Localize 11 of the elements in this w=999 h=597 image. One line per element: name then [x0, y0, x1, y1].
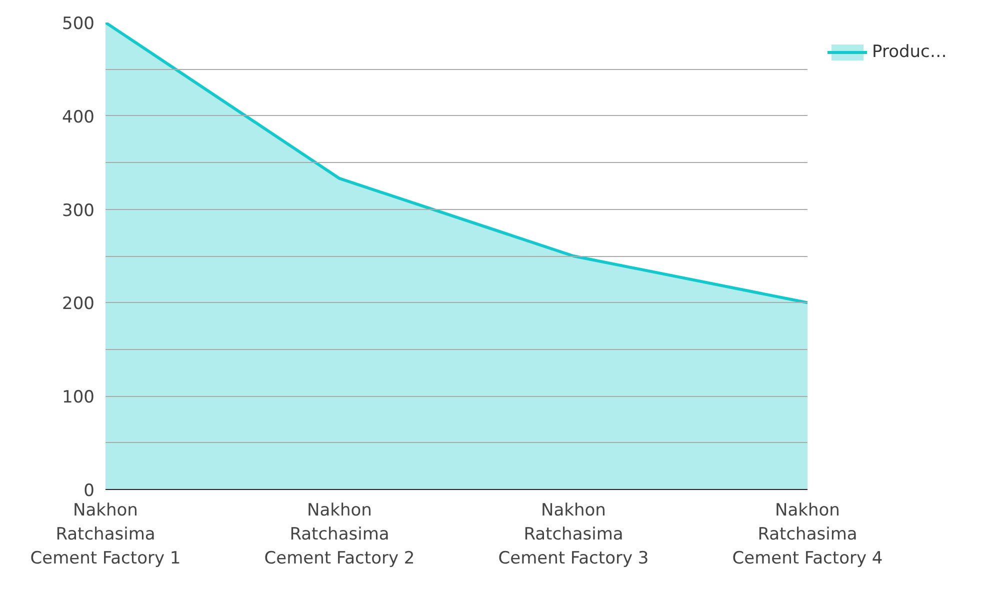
x-tick-label: Nakhon Ratchasima Cement Factory 3 [498, 500, 649, 568]
x-tick-label: Nakhon Ratchasima Cement Factory 2 [264, 500, 415, 568]
y-tick-label: 400 [62, 107, 95, 128]
y-tick-label: 200 [62, 294, 95, 314]
y-tick-label: 500 [62, 14, 95, 34]
y-tick-label: 300 [62, 200, 95, 221]
x-tick-label: Nakhon Ratchasima Cement Factory 4 [732, 500, 883, 568]
y-tick-label: 0 [84, 481, 95, 501]
legend-label: Produc… [872, 42, 947, 62]
y-tick-label: 100 [62, 388, 95, 408]
x-tick-label: Nakhon Ratchasima Cement Factory 1 [30, 500, 181, 568]
